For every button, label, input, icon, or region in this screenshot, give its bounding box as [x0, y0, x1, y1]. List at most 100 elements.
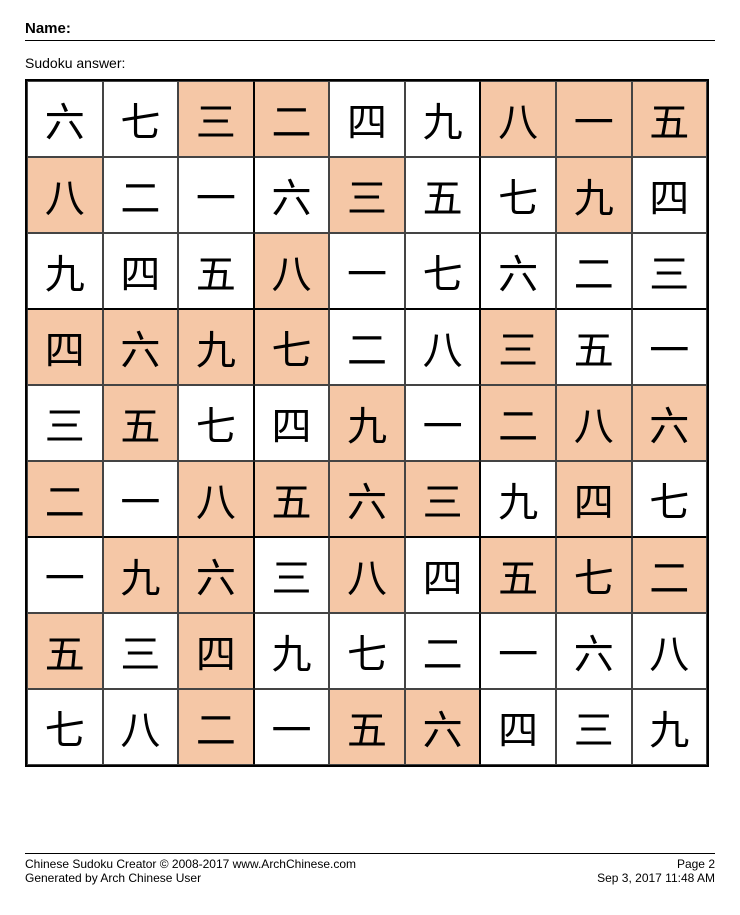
sudoku-cell: 五: [178, 233, 254, 309]
sudoku-cell: 四: [329, 81, 405, 157]
sudoku-cell: 七: [329, 613, 405, 689]
sudoku-cell: 六: [480, 233, 556, 309]
name-label: Name:: [25, 20, 71, 37]
sudoku-cell: 八: [329, 537, 405, 613]
sudoku-cell: 四: [254, 385, 330, 461]
sudoku-cell: 六: [103, 309, 179, 385]
sudoku-cell: 一: [632, 309, 708, 385]
sudoku-cell: 三: [103, 613, 179, 689]
sudoku-cell: 一: [405, 385, 481, 461]
grid-row: 九四五八一七六二三: [27, 233, 707, 309]
sudoku-cell: 四: [556, 461, 632, 537]
sudoku-cell: 二: [405, 613, 481, 689]
sudoku-cell: 一: [27, 537, 103, 613]
sudoku-cell: 二: [103, 157, 179, 233]
sudoku-cell: 三: [178, 81, 254, 157]
grid-row: 一九六三八四五七二: [27, 537, 707, 613]
sudoku-cell: 五: [103, 385, 179, 461]
sudoku-cell: 六: [556, 613, 632, 689]
sudoku-cell: 七: [254, 309, 330, 385]
sudoku-cell: 九: [254, 613, 330, 689]
sudoku-cell: 六: [254, 157, 330, 233]
footer-copyright: Chinese Sudoku Creator © 2008-2017 www.A…: [25, 857, 356, 871]
sudoku-cell: 九: [405, 81, 481, 157]
sudoku-cell: 九: [178, 309, 254, 385]
sudoku-cell: 二: [329, 309, 405, 385]
sudoku-cell: 七: [556, 537, 632, 613]
page: Name: Sudoku answer: 六七三二四九八一五八二一六三五七九四九…: [0, 0, 740, 915]
sudoku-cell: 九: [27, 233, 103, 309]
sudoku-cell: 七: [632, 461, 708, 537]
sudoku-cell: 三: [254, 537, 330, 613]
sudoku-cell: 一: [329, 233, 405, 309]
sudoku-cell: 二: [27, 461, 103, 537]
sudoku-cell: 三: [405, 461, 481, 537]
sudoku-cell: 九: [329, 385, 405, 461]
answer-label: Sudoku answer:: [25, 55, 715, 71]
sudoku-cell: 一: [103, 461, 179, 537]
sudoku-cell: 五: [329, 689, 405, 765]
name-row: Name:: [25, 20, 715, 41]
sudoku-cell: 五: [632, 81, 708, 157]
sudoku-cell: 七: [27, 689, 103, 765]
sudoku-cell: 一: [480, 613, 556, 689]
sudoku-cell: 三: [632, 233, 708, 309]
sudoku-cell: 一: [178, 157, 254, 233]
sudoku-cell: 七: [103, 81, 179, 157]
sudoku-cell: 八: [632, 613, 708, 689]
sudoku-cell: 二: [254, 81, 330, 157]
sudoku-cell: 一: [556, 81, 632, 157]
footer-page: Page 2: [597, 857, 715, 871]
sudoku-cell: 二: [178, 689, 254, 765]
sudoku-cell: 八: [480, 81, 556, 157]
sudoku-cell: 八: [178, 461, 254, 537]
sudoku-cell: 九: [480, 461, 556, 537]
sudoku-cell: 八: [27, 157, 103, 233]
footer: Chinese Sudoku Creator © 2008-2017 www.A…: [25, 853, 715, 885]
grid-row: 五三四九七二一六八: [27, 613, 707, 689]
sudoku-cell: 六: [405, 689, 481, 765]
sudoku-cell: 二: [556, 233, 632, 309]
sudoku-cell: 五: [27, 613, 103, 689]
sudoku-cell: 五: [254, 461, 330, 537]
sudoku-cell: 三: [556, 689, 632, 765]
sudoku-cell: 五: [556, 309, 632, 385]
grid-row: 七八二一五六四三九: [27, 689, 707, 765]
footer-timestamp: Sep 3, 2017 11:48 AM: [597, 871, 715, 885]
footer-left: Chinese Sudoku Creator © 2008-2017 www.A…: [25, 857, 356, 885]
sudoku-cell: 二: [632, 537, 708, 613]
sudoku-cell: 七: [405, 233, 481, 309]
sudoku-cell: 九: [103, 537, 179, 613]
sudoku-cell: 二: [480, 385, 556, 461]
sudoku-cell: 六: [329, 461, 405, 537]
sudoku-cell: 八: [405, 309, 481, 385]
sudoku-cell: 八: [103, 689, 179, 765]
sudoku-cell: 五: [405, 157, 481, 233]
sudoku-cell: 九: [556, 157, 632, 233]
footer-generated: Generated by Arch Chinese User: [25, 871, 356, 885]
sudoku-cell: 一: [254, 689, 330, 765]
sudoku-cell: 四: [632, 157, 708, 233]
grid-row: 四六九七二八三五一: [27, 309, 707, 385]
sudoku-grid: 六七三二四九八一五八二一六三五七九四九四五八一七六二三四六九七二八三五一三五七四…: [25, 79, 709, 767]
sudoku-cell: 四: [27, 309, 103, 385]
sudoku-cell: 六: [178, 537, 254, 613]
sudoku-cell: 四: [480, 689, 556, 765]
grid-row: 三五七四九一二八六: [27, 385, 707, 461]
sudoku-cell: 四: [405, 537, 481, 613]
sudoku-cell: 四: [178, 613, 254, 689]
sudoku-cell: 六: [632, 385, 708, 461]
sudoku-cell: 七: [178, 385, 254, 461]
sudoku-cell: 五: [480, 537, 556, 613]
grid-row: 八二一六三五七九四: [27, 157, 707, 233]
sudoku-cell: 八: [254, 233, 330, 309]
sudoku-cell: 七: [480, 157, 556, 233]
sudoku-cell: 六: [27, 81, 103, 157]
footer-right: Page 2 Sep 3, 2017 11:48 AM: [597, 857, 715, 885]
sudoku-cell: 九: [632, 689, 708, 765]
sudoku-cell: 四: [103, 233, 179, 309]
sudoku-cell: 三: [27, 385, 103, 461]
sudoku-cell: 三: [480, 309, 556, 385]
grid-row: 六七三二四九八一五: [27, 81, 707, 157]
sudoku-cell: 三: [329, 157, 405, 233]
